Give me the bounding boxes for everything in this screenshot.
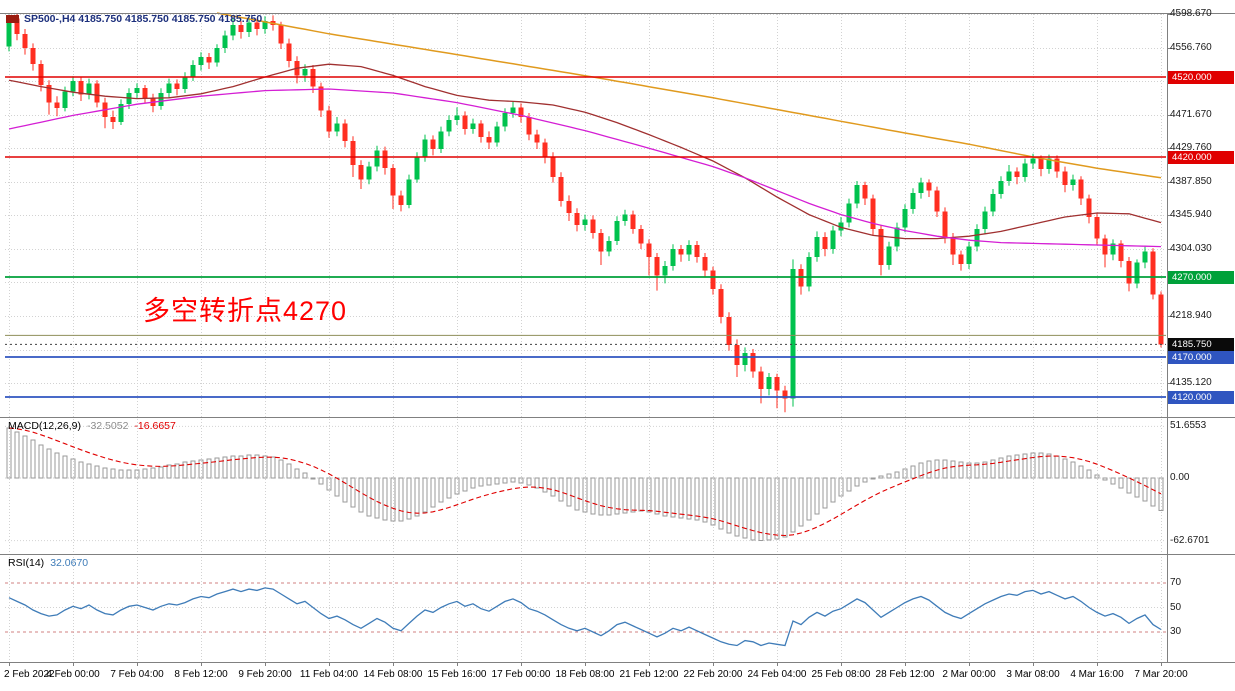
ma-mid-line bbox=[8, 88, 1162, 248]
macd-signal-value: -16.6657 bbox=[134, 420, 176, 432]
rsi-panel-label: RSI(14) 32.0670 bbox=[8, 557, 94, 569]
symbol-ohlc-info: SP500-,H4 4185.750 4185.750 4185.750 418… bbox=[24, 13, 263, 25]
macd-histogram bbox=[6, 427, 1164, 542]
rsi-value: 32.0670 bbox=[50, 557, 89, 569]
ma-fast-line bbox=[8, 63, 1162, 240]
macd-signal-line bbox=[8, 427, 1162, 537]
chart-corner-icon[interactable] bbox=[6, 15, 19, 23]
ma-slow-line bbox=[216, 12, 1162, 179]
chart-text-annotation[interactable]: 多空转折点4270 bbox=[143, 296, 348, 326]
macd-panel-label: MACD(12,26,9) -32.5052 -16.6657 bbox=[8, 420, 182, 432]
macd-main-value: -32.5052 bbox=[86, 420, 129, 432]
rsi-line bbox=[8, 587, 1162, 647]
candles-layer bbox=[6, 13, 1164, 413]
rsi-indicator-name: RSI(14) bbox=[8, 557, 45, 569]
macd-indicator-name: MACD(12,26,9) bbox=[8, 420, 81, 432]
